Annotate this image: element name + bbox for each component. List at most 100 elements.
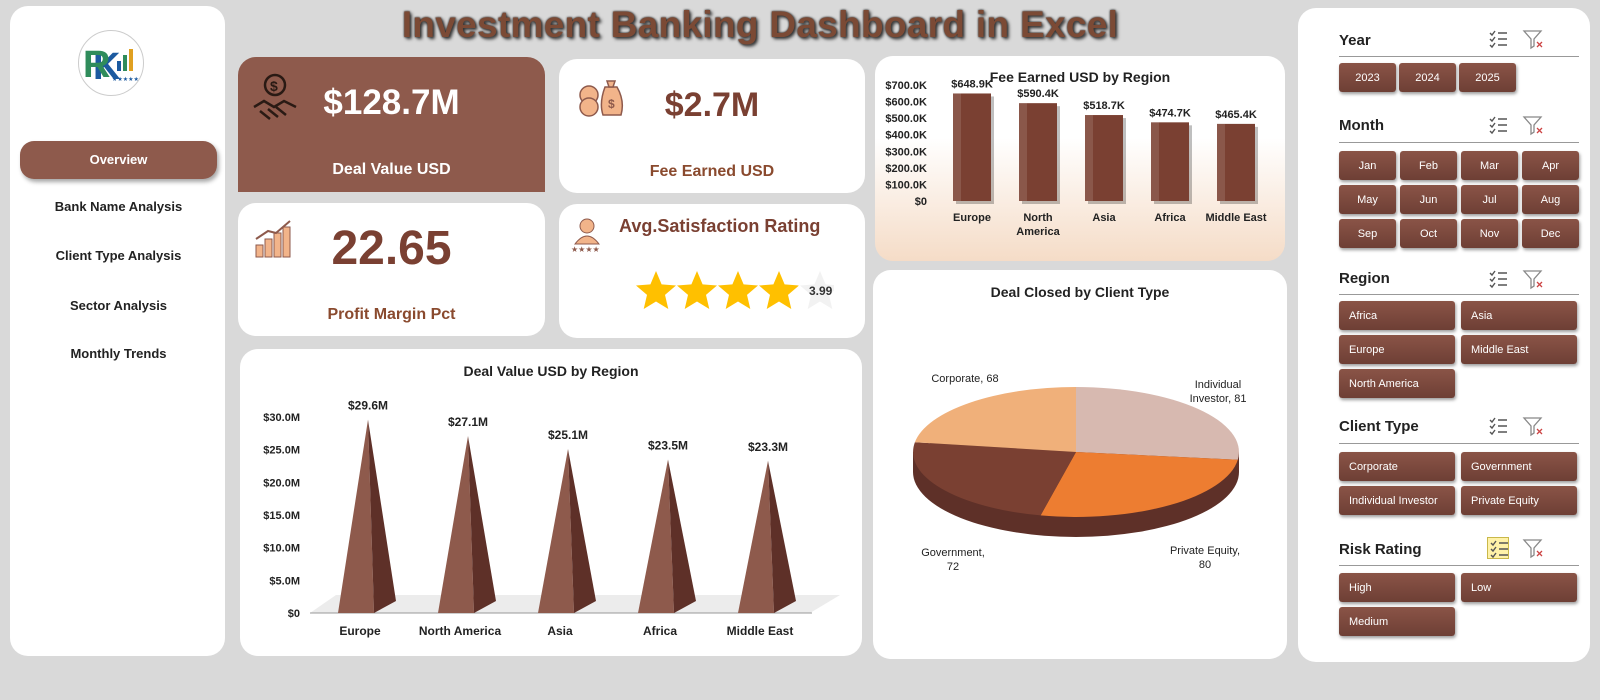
- nav-monthly-trends[interactable]: Monthly Trends: [70, 346, 167, 361]
- chart-fee-by-region: Fee Earned USD by Region $0 $100.0K $200.0K…: [875, 56, 1285, 261]
- nav-client-type-analysis[interactable]: Client Type Analysis: [55, 248, 182, 263]
- bar: [1217, 123, 1255, 201]
- slicer-risk_rating-clear-filter-icon[interactable]: [1522, 537, 1544, 559]
- slicer-month-item[interactable]: Dec: [1522, 219, 1579, 248]
- nav-sector-analysis[interactable]: Sector Analysis: [69, 298, 168, 313]
- pyramid-face: [438, 435, 474, 613]
- growth-coins-icon: [255, 220, 291, 258]
- slicer-client_type-item[interactable]: Government: [1461, 452, 1577, 481]
- y-tick-label: $0: [915, 196, 927, 208]
- kpi-profit-margin-label: Profit Margin Pct: [327, 306, 456, 323]
- kpi-deal-value-label: Deal Value USD: [332, 161, 451, 178]
- slicer-month-item[interactable]: Nov: [1461, 219, 1518, 248]
- data-label: $23.3M: [748, 440, 788, 454]
- y-tick-label: $10.0M: [263, 543, 300, 555]
- bar: [1085, 115, 1123, 201]
- slicer-client_type-clear-filter-icon[interactable]: [1522, 415, 1544, 437]
- slicer-month-item[interactable]: Oct: [1400, 219, 1457, 248]
- star-rating: [636, 271, 834, 309]
- slicer-client_type-item[interactable]: Corporate: [1339, 452, 1455, 481]
- slicer-risk_rating-multiselect-icon[interactable]: [1487, 537, 1509, 559]
- y-tick-label: $100.0K: [885, 179, 927, 191]
- slicer-client_type-item[interactable]: Individual Investor: [1339, 486, 1455, 515]
- slicer-region-item[interactable]: North America: [1339, 369, 1455, 398]
- bar: [953, 93, 991, 201]
- slicer-risk_rating-item[interactable]: High: [1339, 573, 1455, 602]
- kpi-card-fee-earned: $ $2.7M Fee Earned USD: [559, 59, 865, 193]
- slicer-region-multiselect-icon[interactable]: [1487, 268, 1509, 290]
- x-tick-label: Africa: [643, 624, 677, 638]
- slicer-year-clear-filter-icon[interactable]: [1522, 28, 1544, 50]
- data-label: $474.7K: [1149, 107, 1191, 119]
- y-tick-label: $500.0K: [885, 113, 927, 125]
- pyramid-face: [338, 419, 374, 613]
- slicer-month-clear-filter-icon[interactable]: [1522, 114, 1544, 136]
- slicer-year-item[interactable]: 2023: [1339, 63, 1396, 92]
- data-label: Government, 72: [921, 547, 985, 573]
- slicer-year-item[interactable]: 2025: [1459, 63, 1516, 92]
- pie-slice: [914, 387, 1076, 452]
- slicer-year-item[interactable]: 2024: [1399, 63, 1456, 92]
- slicer-divider: [1339, 565, 1579, 566]
- slicer-risk_rating-item[interactable]: Medium: [1339, 607, 1455, 636]
- pie-slice: [913, 442, 1076, 516]
- y-tick-label: $5.0M: [269, 575, 300, 587]
- slicer-year-multiselect-icon[interactable]: [1487, 28, 1509, 50]
- bar: [1151, 122, 1189, 201]
- pyramid-face: [738, 460, 774, 613]
- chart-title: Deal Closed by Client Type: [991, 284, 1170, 300]
- kpi-fee-earned-label: Fee Earned USD: [649, 163, 775, 180]
- slicer-month-item[interactable]: Feb: [1400, 151, 1457, 180]
- sidebar-panel: [10, 6, 225, 656]
- dashboard-title: Investment Banking Dashboard in Excel: [401, 4, 1119, 45]
- slicer-month-item[interactable]: Jul: [1461, 185, 1518, 214]
- bar-highlight: [953, 93, 961, 201]
- slicer-region-item[interactable]: Asia: [1461, 301, 1577, 330]
- pyramid-side: [368, 419, 396, 613]
- pyramid-face: [638, 459, 674, 613]
- slicer-month-item[interactable]: Sep: [1339, 219, 1396, 248]
- slicer-month-item[interactable]: May: [1339, 185, 1396, 214]
- x-tick-label: North America: [419, 624, 502, 638]
- chart-deal-by-region: Deal Value USD by Region $0 $5.0M $10.0M $15…: [240, 349, 862, 656]
- nav-bank-name-analysis[interactable]: Bank Name Analysis: [54, 199, 183, 214]
- bar-highlight: [1217, 123, 1225, 201]
- pyramid-side: [468, 435, 496, 613]
- pyramid-side: [568, 449, 596, 613]
- kpi-card-profit-margin: 22.65 Profit Margin Pct: [238, 203, 545, 336]
- slicer-title-client_type: Client Type: [1339, 418, 1419, 435]
- pyramid-side: [768, 460, 796, 613]
- slicer-month-item[interactable]: Jan: [1339, 151, 1396, 180]
- kpi-satisfaction-label: Avg.Satisfaction Rating: [619, 216, 821, 236]
- data-label: Corporate, 68: [931, 373, 998, 385]
- slicer-region-item[interactable]: Europe: [1339, 335, 1455, 364]
- x-tick-label: Africa: [1154, 212, 1186, 224]
- x-tick-label: Europe: [953, 212, 991, 224]
- slicer-client_type-item[interactable]: Private Equity: [1461, 486, 1577, 515]
- pyramid-face: [538, 449, 574, 613]
- slicer-month-item[interactable]: Jun: [1400, 185, 1457, 214]
- nav-overview[interactable]: Overview: [20, 141, 217, 179]
- slicer-region-clear-filter-icon[interactable]: [1522, 268, 1544, 290]
- pie-slice: [1040, 452, 1238, 517]
- slicer-month-multiselect-icon[interactable]: [1487, 114, 1509, 136]
- slicer-region-item[interactable]: Middle East: [1461, 335, 1577, 364]
- slicer-risk_rating-item[interactable]: Low: [1461, 573, 1577, 602]
- x-tick-label: Asia: [1092, 212, 1116, 224]
- kpi-card-deal-value: $ $128.7M Deal Value USD: [238, 57, 545, 192]
- x-tick-label: Middle East: [1205, 212, 1266, 224]
- bar: [1019, 103, 1057, 201]
- kpi-satisfaction-value: 3.99: [809, 284, 833, 298]
- slicer-title-risk_rating: Risk Rating: [1339, 541, 1422, 558]
- slicer-client_type-multiselect-icon[interactable]: [1487, 415, 1509, 437]
- slicer-region-item[interactable]: Africa: [1339, 301, 1455, 330]
- svg-text:$: $: [270, 78, 278, 94]
- rating-star: [759, 271, 799, 309]
- slicer-divider: [1339, 443, 1579, 444]
- slicer-month-item[interactable]: Mar: [1461, 151, 1518, 180]
- slicer-month-item[interactable]: Aug: [1522, 185, 1579, 214]
- svg-text:$: $: [608, 97, 615, 111]
- data-label: Private Equity, 80: [1170, 545, 1240, 571]
- slicer-title-region: Region: [1339, 270, 1390, 287]
- slicer-month-item[interactable]: Apr: [1522, 151, 1579, 180]
